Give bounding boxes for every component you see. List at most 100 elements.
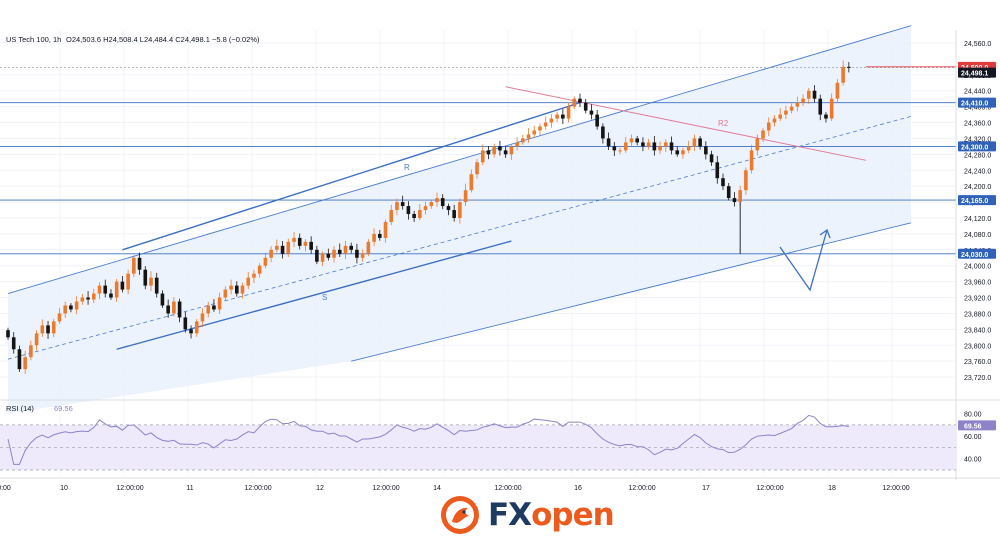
channel-mid-line (7, 116, 912, 360)
price-chart[interactable]: R S R2 24,560.024,480.024,440.024,400.02… (0, 0, 1000, 490)
rsi-value-tag (958, 420, 996, 431)
candle-body (744, 170, 748, 191)
candle-body (549, 118, 554, 123)
label-r2: R2 (718, 119, 729, 128)
candle-body (57, 313, 62, 322)
time-tick-label: 18 (828, 485, 836, 490)
time-tick-label: 12:00:00 (882, 485, 909, 490)
candle-body (372, 233, 376, 242)
candle-body (704, 146, 708, 155)
price-tick-label: 23,960.0 (964, 280, 991, 287)
candle-body (618, 150, 622, 152)
arrow-path (779, 229, 828, 292)
price-tick-label: 24,240.0 (964, 168, 991, 175)
price-tick-label: 24,280.0 (964, 152, 991, 159)
price-label-text: 24,498.1 (961, 71, 988, 78)
candle-body (355, 249, 359, 258)
time-tick-label: 10 (60, 485, 68, 490)
candle-body (503, 150, 508, 155)
candle-body (561, 114, 565, 119)
channel-upper-line (7, 25, 912, 294)
price-label-text: 24,410.0 (961, 101, 988, 108)
candle-body (194, 321, 199, 334)
time-tick-label: 16 (574, 485, 582, 490)
candle-body (583, 102, 588, 111)
candle-body (446, 206, 451, 211)
rsi-band (0, 424, 956, 470)
candle-body (623, 142, 628, 151)
support-line (116, 240, 512, 350)
candle-body (275, 245, 279, 250)
candle-body (847, 66, 851, 68)
candle-body (137, 257, 142, 270)
candle-body (755, 138, 760, 151)
candle-body (326, 253, 331, 258)
time-tick-label: 12 (316, 485, 324, 490)
candle-body (11, 337, 16, 350)
candle-body (652, 142, 657, 151)
candle-body (829, 98, 834, 119)
rsi-tick-label: 40.00 (964, 457, 982, 464)
candle-body (286, 241, 291, 254)
r2-line (505, 86, 867, 161)
candle-body (738, 190, 742, 203)
candle-body (246, 277, 251, 286)
candle-body (223, 289, 228, 298)
price-axis[interactable]: 24,560.024,480.024,440.024,400.024,360.0… (955, 30, 1000, 480)
candle-body (538, 126, 542, 131)
price-tick-label: 24,080.0 (964, 232, 991, 239)
candle-body (63, 305, 67, 314)
candle-body (97, 285, 102, 294)
candle-body (80, 297, 85, 302)
candle-body (252, 273, 256, 278)
chart-ohlc: O24,503.6 H24,508.4 L24,484.4 C24,498.1 … (66, 35, 260, 44)
candle-body (572, 98, 577, 107)
candle-body (784, 110, 788, 115)
fxopen-logo: FXopen (440, 494, 615, 536)
candle-body (46, 325, 50, 334)
price-label-tag (958, 141, 996, 152)
arrow-head (819, 228, 831, 239)
candle-body (749, 150, 754, 171)
candle-body (692, 138, 697, 147)
candle-body (315, 249, 319, 262)
candle-body (595, 114, 599, 127)
candle-body (726, 186, 731, 199)
candle-body (51, 321, 56, 334)
brand-emblem-icon (441, 496, 479, 534)
candle-body (309, 241, 313, 250)
candle-body (395, 202, 399, 211)
time-tick-label: 14 (433, 485, 441, 490)
candle-body (263, 257, 268, 266)
candle-body (715, 162, 720, 179)
price-label-tag (958, 248, 996, 259)
candle-body (349, 245, 353, 250)
candle-body (74, 301, 79, 310)
candle-body (103, 285, 108, 294)
candle-body (658, 146, 662, 151)
candle-body (555, 114, 559, 119)
candle-body (681, 150, 685, 155)
price-tick-label: 23,880.0 (964, 311, 991, 318)
brand-fx: FX (488, 497, 532, 533)
candle-body (200, 313, 205, 322)
time-tick-label: 12:00:00 (494, 485, 521, 490)
candle-body (366, 241, 371, 254)
candle-body (418, 210, 422, 218)
time-tick-label: 0:00 (0, 485, 11, 490)
candle-body (761, 130, 765, 139)
candle-body (143, 269, 148, 286)
candle-body (23, 357, 27, 370)
candle-body (229, 285, 233, 290)
annotations: R S R2 (322, 119, 729, 302)
candle-body (154, 277, 159, 294)
candle-body (646, 142, 651, 147)
price-tick-label: 24,320.0 (964, 136, 991, 143)
candle-body (709, 154, 714, 163)
candle-body (486, 150, 491, 155)
time-axis[interactable]: 0:00 10 12:00:00 11 12:00:00 12 12:00:00 14 12:0… (0, 477, 1000, 490)
trend-lines (116, 86, 867, 350)
chart-symbol: US Tech 100, 1h (6, 35, 61, 44)
candle-body (212, 305, 216, 310)
candle-body (807, 90, 811, 99)
